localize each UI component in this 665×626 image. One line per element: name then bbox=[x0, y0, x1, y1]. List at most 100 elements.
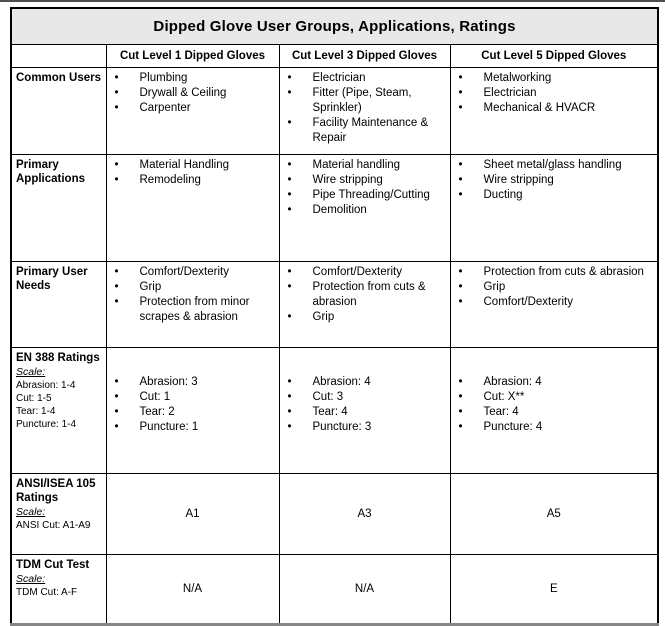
list-item-text: Cut: X** bbox=[483, 391, 525, 403]
list-item-text: Electrician bbox=[312, 72, 366, 84]
list-item-text: Metalworking bbox=[483, 72, 552, 84]
scale-line: Abrasion: 1-4 bbox=[16, 380, 76, 391]
list-item: • Tear: 4 bbox=[280, 405, 449, 420]
list-item: • Abrasion: 3 bbox=[107, 375, 278, 390]
en-level1-cell: • Abrasion: 3 • Cut: 1 • Tear: 2 • Puncture: 1 bbox=[105, 347, 280, 474]
bullet-icon: • bbox=[458, 189, 463, 201]
list-item: • Remodeling bbox=[107, 173, 278, 188]
list-item: • Ducting bbox=[451, 188, 657, 203]
scale-label: Scale: bbox=[16, 573, 46, 585]
list-item-text: Sheet metal/glass handling bbox=[483, 159, 622, 171]
list-item-text: Carpenter bbox=[139, 102, 191, 114]
tdm-level1-cell: N/A bbox=[105, 554, 280, 625]
scale-label: Scale: bbox=[16, 366, 46, 378]
column-header-cut-level-3: Cut Level 3 Dipped Gloves bbox=[278, 44, 451, 68]
bullet-icon: • bbox=[287, 281, 292, 293]
column-header-cut-level-1: Cut Level 1 Dipped Gloves bbox=[105, 44, 280, 68]
list-item-text: Cut: 1 bbox=[139, 391, 171, 403]
list-item-text: Comfort/Dexterity bbox=[139, 266, 229, 278]
tdm-level3-cell: N/A bbox=[278, 554, 451, 625]
corner-cell bbox=[10, 44, 107, 68]
bullet-icon: • bbox=[458, 102, 463, 114]
bullet-icon: • bbox=[458, 281, 463, 293]
list-item: • Protection from cuts & abrasion bbox=[451, 265, 657, 280]
table-row-en-388-ratings: EN 388 Ratings Scale: Abrasion: 1-4 Cut: … bbox=[10, 347, 659, 474]
scale-line: Puncture: 1-4 bbox=[16, 419, 77, 430]
list-item: • Grip bbox=[280, 310, 449, 325]
bullet-icon: • bbox=[114, 102, 119, 114]
list-item: • Abrasion: 4 bbox=[280, 375, 449, 390]
page-top-rule bbox=[0, 0, 665, 2]
list-item: • Material Handling bbox=[107, 158, 278, 173]
scale-line: Tear: 1-4 bbox=[16, 406, 56, 417]
list-item: • Facility Maintenance & Repair bbox=[280, 116, 449, 146]
list-item-text: Protection from cuts & abrasion bbox=[312, 281, 426, 308]
list-item: • Puncture: 4 bbox=[451, 420, 657, 435]
list-item: • Tear: 4 bbox=[451, 405, 657, 420]
bullet-icon: • bbox=[287, 174, 292, 186]
list-item: • Tear: 2 bbox=[107, 405, 278, 420]
scale-line: Cut: 1-5 bbox=[16, 393, 52, 404]
bullet-icon: • bbox=[287, 159, 292, 171]
list-item-text: Grip bbox=[483, 281, 506, 293]
bullet-icon: • bbox=[287, 406, 292, 418]
list-item: • Comfort/Dexterity bbox=[280, 265, 449, 280]
bullet-icon: • bbox=[114, 266, 119, 278]
list-item-text: Cut: 3 bbox=[312, 391, 344, 403]
list-item: • Sheet metal/glass handling bbox=[451, 158, 657, 173]
list-item: • Comfort/Dexterity bbox=[107, 265, 278, 280]
en-level5-cell: • Abrasion: 4 • Cut: X** • Tear: 4 • Puncture: … bbox=[449, 347, 659, 474]
list-item-text: Demolition bbox=[312, 204, 367, 216]
needs-level3-cell: • Comfort/Dexterity • Protection from cuts … bbox=[278, 261, 451, 348]
bullet-icon: • bbox=[287, 72, 292, 84]
row-label: TDM Cut Test bbox=[16, 559, 90, 571]
list-item-text: Fitter (Pipe, Steam, Sprinkler) bbox=[312, 87, 412, 114]
list-item: • Plumbing bbox=[107, 71, 278, 86]
bullet-icon: • bbox=[458, 406, 463, 418]
table-title-row: Dipped Glove User Groups, Applications, … bbox=[10, 7, 659, 45]
list-item: • Comfort/Dexterity bbox=[451, 295, 657, 310]
list-item-text: Tear: 4 bbox=[483, 406, 519, 418]
list-item: • Electrician bbox=[280, 71, 449, 86]
bullet-icon: • bbox=[287, 421, 292, 433]
bullet-icon: • bbox=[114, 296, 119, 308]
table-row-primary-applications: Primary Applications • Material Handling •… bbox=[10, 154, 659, 262]
list-item-text: Wire stripping bbox=[483, 174, 554, 186]
list-item: • Wire stripping bbox=[280, 173, 449, 188]
table-row-ansi-isea-105: ANSI/ISEA 105 Ratings Scale: ANSI Cut: A… bbox=[10, 473, 659, 555]
row-label: Primary User Needs bbox=[16, 266, 88, 292]
list-item-text: Wire stripping bbox=[312, 174, 383, 186]
applications-level5-cell: • Sheet metal/glass handling • Wire strippi… bbox=[449, 154, 659, 262]
list-item-text: Material Handling bbox=[139, 159, 230, 171]
bullet-icon: • bbox=[287, 117, 292, 129]
list-item-text: Puncture: 4 bbox=[483, 421, 543, 433]
row-header-common-users: Common Users bbox=[10, 67, 107, 155]
bullet-icon: • bbox=[287, 266, 292, 278]
applications-level1-cell: • Material Handling • Remodeling bbox=[105, 154, 280, 262]
list-item-text: Mechanical & HVACR bbox=[483, 102, 596, 114]
list-item: • Grip bbox=[107, 280, 278, 295]
row-header-tdm: TDM Cut Test Scale: TDM Cut: A-F bbox=[10, 554, 107, 625]
bullet-icon: • bbox=[114, 406, 119, 418]
list-item-text: Tear: 2 bbox=[139, 406, 175, 418]
list-item-text: Puncture: 1 bbox=[139, 421, 199, 433]
table-row-tdm-cut-test: TDM Cut Test Scale: TDM Cut: A-F N/A N/A… bbox=[10, 554, 659, 625]
bullet-icon: • bbox=[287, 311, 292, 323]
en-level3-cell: • Abrasion: 4 • Cut: 3 • Tear: 4 • Puncture: 3 bbox=[278, 347, 451, 474]
list-item: • Cut: X** bbox=[451, 390, 657, 405]
bullet-icon: • bbox=[114, 376, 119, 388]
row-header-primary-applications: Primary Applications bbox=[10, 154, 107, 262]
list-item-text: Grip bbox=[139, 281, 162, 293]
list-item: • Fitter (Pipe, Steam, Sprinkler) bbox=[280, 86, 449, 116]
row-label: ANSI/ISEA 105 Ratings bbox=[16, 478, 96, 504]
bullet-icon: • bbox=[114, 174, 119, 186]
ansi-level5-cell: A5 bbox=[449, 473, 659, 555]
bullet-icon: • bbox=[458, 391, 463, 403]
needs-level5-cell: • Protection from cuts & abrasion • Grip • Co… bbox=[449, 261, 659, 348]
scale-lines: ANSI Cut: A1-A9 bbox=[16, 519, 104, 532]
bullet-icon: • bbox=[114, 72, 119, 84]
list-item-text: Comfort/Dexterity bbox=[312, 266, 402, 278]
bullet-icon: • bbox=[458, 421, 463, 433]
list-item-text: Drywall & Ceiling bbox=[139, 87, 227, 99]
